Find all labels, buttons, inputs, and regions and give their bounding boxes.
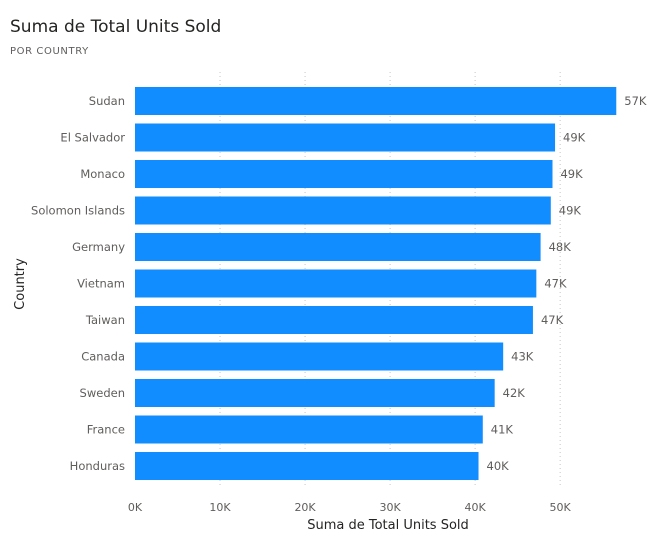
category-label: Sweden xyxy=(80,386,125,400)
x-tick-label: 20K xyxy=(294,501,316,514)
category-label: Germany xyxy=(72,240,125,254)
category-label: Sudan xyxy=(89,94,125,108)
x-tick-label: 10K xyxy=(209,501,231,514)
category-label: Canada xyxy=(81,350,125,364)
category-label: El Salvador xyxy=(60,131,125,145)
chart-title: Suma de Total Units Sold xyxy=(10,17,222,37)
x-tick-label: 40K xyxy=(465,501,487,514)
bar[interactable] xyxy=(135,233,541,261)
data-label: 49K xyxy=(563,131,586,145)
data-label: 47K xyxy=(541,313,564,327)
category-labels: Sudan El Salvador Monaco Solomon Islands Ger… xyxy=(31,94,125,473)
category-label: Taiwan xyxy=(85,313,125,327)
x-tick-label: 30K xyxy=(379,501,401,514)
bar[interactable] xyxy=(135,160,553,188)
bar[interactable] xyxy=(135,87,617,115)
category-label: Monaco xyxy=(80,167,125,181)
data-label: 42K xyxy=(503,386,526,400)
bar[interactable] xyxy=(135,379,495,407)
data-label: 48K xyxy=(549,240,572,254)
bar[interactable] xyxy=(135,269,537,298)
bar[interactable] xyxy=(135,452,479,480)
chart-subtitle: POR COUNTRY xyxy=(10,46,89,57)
data-label: 49K xyxy=(560,167,583,181)
bar[interactable] xyxy=(135,306,533,334)
x-tick-label: 50K xyxy=(550,501,572,514)
data-label: 43K xyxy=(511,350,534,364)
category-label: Vietnam xyxy=(77,277,125,291)
data-label: 40K xyxy=(487,459,510,473)
bar[interactable] xyxy=(135,123,556,152)
category-label: Honduras xyxy=(70,459,125,473)
x-tick-label: 0K xyxy=(128,501,143,514)
bar[interactable] xyxy=(135,342,504,371)
bar[interactable] xyxy=(135,415,483,444)
y-axis-title: Country xyxy=(13,258,28,310)
data-label: 47K xyxy=(544,277,567,291)
bars xyxy=(135,87,617,480)
category-label: Solomon Islands xyxy=(31,204,125,218)
data-label: 57K xyxy=(624,94,647,108)
x-axis-title: Suma de Total Units Sold xyxy=(307,518,469,533)
category-label: France xyxy=(87,423,125,437)
x-axis-ticks: 0K 10K 20K 30K 40K 50K xyxy=(128,501,572,514)
data-label: 49K xyxy=(559,204,582,218)
bar[interactable] xyxy=(135,196,551,225)
data-labels: 57K 49K 49K 49K 48K 47K 47K 43K 42K 41K 40K xyxy=(487,94,647,473)
data-label: 41K xyxy=(491,423,514,437)
